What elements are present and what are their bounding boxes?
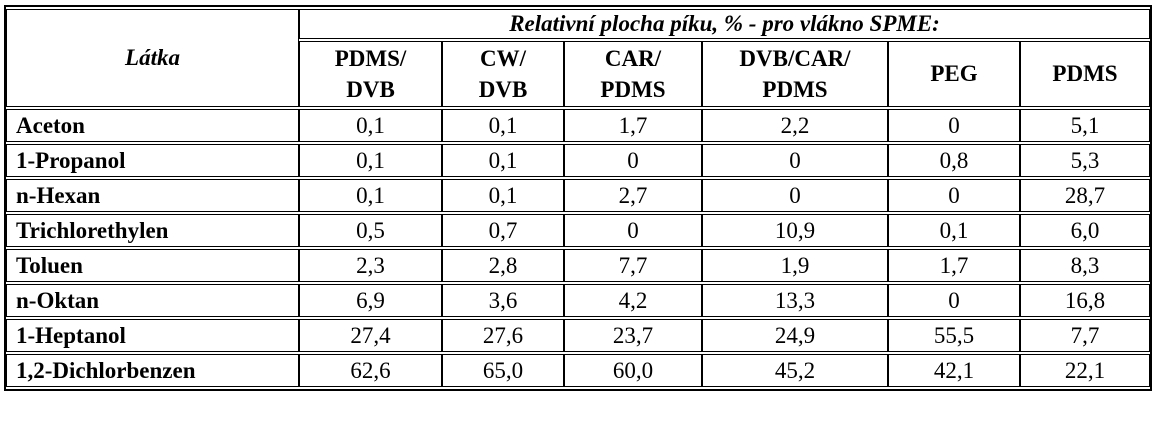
- value-cell: 6,0: [1020, 214, 1151, 247]
- substance-name: 1,2-Dichlorbenzen: [6, 354, 299, 387]
- table-title: Relativní plocha píku, % - pro vlákno SP…: [299, 9, 1151, 39]
- page: Látka Relativní plocha píku, % - pro vlá…: [4, 5, 1152, 391]
- value-cell: 0,1: [442, 179, 564, 212]
- column-header-car-pdms: CAR/ PDMS: [564, 41, 702, 107]
- value-cell: 3,6: [442, 284, 564, 317]
- substance-name: 1-Propanol: [6, 144, 299, 177]
- value-cell: 0: [888, 284, 1020, 317]
- table-row: Toluen 2,3 2,8 7,7 1,9 1,7 8,3: [6, 249, 1151, 282]
- table-row: 1-Heptanol 27,4 27,6 23,7 24,9 55,5 7,7: [6, 319, 1151, 352]
- column-header-pdms: PDMS: [1020, 41, 1151, 107]
- value-cell: 0,1: [299, 144, 442, 177]
- value-cell: 7,7: [564, 249, 702, 282]
- value-cell: 5,3: [1020, 144, 1151, 177]
- substance-name: 1-Heptanol: [6, 319, 299, 352]
- value-cell: 23,7: [564, 319, 702, 352]
- value-cell: 60,0: [564, 354, 702, 387]
- value-cell: 0,1: [442, 144, 564, 177]
- value-cell: 0: [564, 144, 702, 177]
- value-cell: 1,7: [564, 109, 702, 142]
- value-cell: 24,9: [702, 319, 888, 352]
- value-cell: 22,1: [1020, 354, 1151, 387]
- value-cell: 0,7: [442, 214, 564, 247]
- table-row: Aceton 0,1 0,1 1,7 2,2 0 5,1: [6, 109, 1151, 142]
- table-title-row: Látka Relativní plocha píku, % - pro vlá…: [6, 9, 1151, 107]
- column-header-peg: PEG: [888, 41, 1020, 107]
- value-cell: 1,7: [888, 249, 1020, 282]
- column-header-dvb-car-pdms: DVB/CAR/ PDMS: [702, 41, 888, 107]
- value-cell: 2,7: [564, 179, 702, 212]
- spme-results-table: Látka Relativní plocha píku, % - pro vlá…: [4, 5, 1152, 391]
- value-cell: 0: [888, 109, 1020, 142]
- fiber-header-row: PDMS/ DVB CW/ DVB CAR/ PDMS DVB/CAR/ PDM…: [6, 41, 1151, 107]
- value-cell: 16,8: [1020, 284, 1151, 317]
- table-row: Trichlorethylen 0,5 0,7 0 10,9 0,1 6,0: [6, 214, 1151, 247]
- table-row: n-Hexan 0,1 0,1 2,7 0 0 28,7: [6, 179, 1151, 212]
- value-cell: 0,1: [442, 109, 564, 142]
- value-cell: 0,1: [299, 179, 442, 212]
- value-cell: 42,1: [888, 354, 1020, 387]
- value-cell: 65,0: [442, 354, 564, 387]
- value-cell: 27,6: [442, 319, 564, 352]
- value-cell: 0,1: [888, 214, 1020, 247]
- substance-name: Toluen: [6, 249, 299, 282]
- substance-name: n-Hexan: [6, 179, 299, 212]
- value-cell: 13,3: [702, 284, 888, 317]
- value-cell: 1,9: [702, 249, 888, 282]
- value-cell: 0: [888, 179, 1020, 212]
- substance-name: n-Oktan: [6, 284, 299, 317]
- value-cell: 0: [564, 214, 702, 247]
- column-header-cw-dvb: CW/ DVB: [442, 41, 564, 107]
- value-cell: 2,2: [702, 109, 888, 142]
- value-cell: 62,6: [299, 354, 442, 387]
- value-cell: 0: [702, 144, 888, 177]
- value-cell: 27,4: [299, 319, 442, 352]
- value-cell: 4,2: [564, 284, 702, 317]
- value-cell: 6,9: [299, 284, 442, 317]
- value-cell: 28,7: [1020, 179, 1151, 212]
- value-cell: 10,9: [702, 214, 888, 247]
- substance-column-header: Látka: [6, 9, 299, 107]
- column-header-pdms-dvb: PDMS/ DVB: [299, 41, 442, 107]
- value-cell: 0,1: [299, 109, 442, 142]
- table-row: n-Oktan 6,9 3,6 4,2 13,3 0 16,8: [6, 284, 1151, 317]
- value-cell: 45,2: [702, 354, 888, 387]
- value-cell: 2,8: [442, 249, 564, 282]
- value-cell: 55,5: [888, 319, 1020, 352]
- substance-name: Aceton: [6, 109, 299, 142]
- value-cell: 0,5: [299, 214, 442, 247]
- value-cell: 0: [702, 179, 888, 212]
- table-row: 1,2-Dichlorbenzen 62,6 65,0 60,0 45,2 42…: [6, 354, 1151, 387]
- substance-name: Trichlorethylen: [6, 214, 299, 247]
- value-cell: 7,7: [1020, 319, 1151, 352]
- value-cell: 5,1: [1020, 109, 1151, 142]
- value-cell: 2,3: [299, 249, 442, 282]
- value-cell: 8,3: [1020, 249, 1151, 282]
- table-row: 1-Propanol 0,1 0,1 0 0 0,8 5,3: [6, 144, 1151, 177]
- value-cell: 0,8: [888, 144, 1020, 177]
